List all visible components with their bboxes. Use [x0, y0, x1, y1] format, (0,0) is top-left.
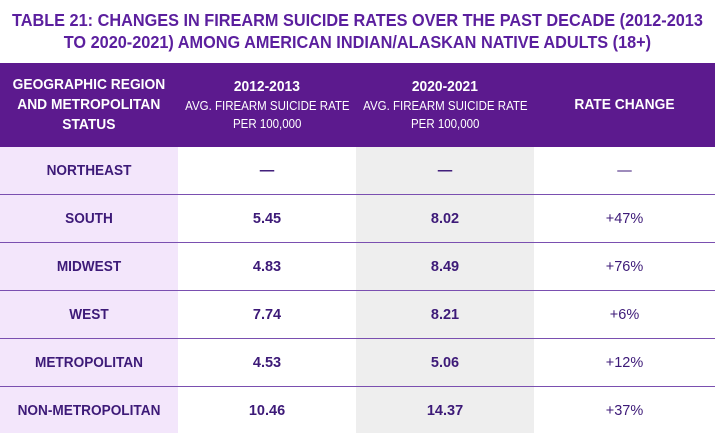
table-row: MIDWEST 4.83 8.49 +76%: [0, 243, 715, 291]
rate-change-cell: +6%: [609, 306, 640, 323]
table-header: GEOGRAPHIC REGION AND METROPOLITAN STATU…: [0, 63, 715, 147]
rate-2020-cell: 8.21: [430, 306, 460, 323]
rate-change-cell: +76%: [605, 258, 644, 275]
header-2020-2021: 2020-2021 AVG. FIREARM SUICIDE RATE PER …: [362, 78, 528, 131]
table-row: WEST 7.74 8.21 +6%: [0, 291, 715, 339]
rate-2012-cell: 7.74: [252, 306, 282, 323]
region-cell: NORTHEAST: [46, 162, 132, 179]
rate-change-cell: +37%: [605, 402, 644, 419]
region-cell: MIDWEST: [56, 258, 122, 275]
rate-2020-cell: 14.37: [426, 402, 464, 419]
rate-2012-cell: 4.83: [252, 258, 282, 275]
region-cell: WEST: [69, 306, 109, 323]
region-cell: SOUTH: [65, 210, 113, 227]
table-row: SOUTH 5.45 8.02 +47%: [0, 195, 715, 243]
rate-2020-cell: 8.49: [430, 258, 460, 275]
rate-2020-cell: 5.06: [430, 354, 460, 371]
rate-change-cell: +12%: [605, 354, 644, 371]
table-row: NON-METROPOLITAN 10.46 14.37 +37%: [0, 387, 715, 435]
region-cell: NON-METROPOLITAN: [17, 402, 161, 419]
header-region: GEOGRAPHIC REGION AND METROPOLITAN STATU…: [12, 76, 166, 133]
title-line-1: TABLE 21: CHANGES IN FIREARM SUICIDE RAT…: [12, 10, 703, 30]
rate-change-cell: —: [617, 162, 632, 179]
rate-2012-cell: 4.53: [252, 354, 282, 371]
table-row: METROPOLITAN 4.53 5.06 +12%: [0, 339, 715, 387]
rate-change-cell: +47%: [605, 210, 644, 227]
table-row: NORTHEAST — — —: [0, 147, 715, 195]
rate-2012-cell: —: [259, 162, 275, 179]
region-cell: METROPOLITAN: [34, 354, 144, 371]
header-rate-change: RATE CHANGE: [574, 96, 675, 113]
header-2012-2013: 2012-2013 AVG. FIREARM SUICIDE RATE PER …: [184, 78, 350, 131]
title-line-2: TO 2020-2021) AMONG AMERICAN INDIAN/ALAS…: [63, 32, 652, 52]
rate-2012-cell: 10.46: [248, 402, 286, 419]
table-title: TABLE 21: CHANGES IN FIREARM SUICIDE RAT…: [0, 0, 715, 62]
rates-table: GEOGRAPHIC REGION AND METROPOLITAN STATU…: [0, 63, 715, 433]
rate-2020-cell: —: [437, 162, 453, 179]
rate-2020-cell: 8.02: [430, 210, 460, 227]
rate-2012-cell: 5.45: [252, 210, 282, 227]
